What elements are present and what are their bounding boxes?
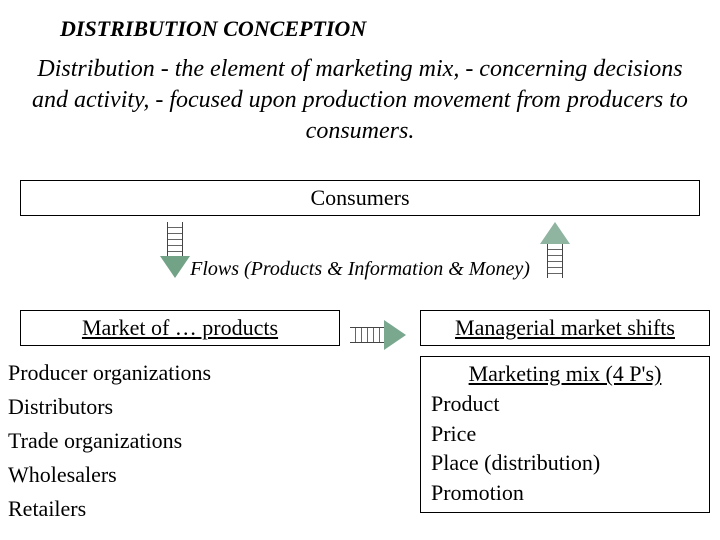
left-list: Producer organizations Distributors Trad… bbox=[8, 356, 211, 526]
left-heading-box: Market of … products bbox=[20, 310, 340, 346]
list-item: Price bbox=[431, 419, 699, 449]
right-sub-title: Marketing mix (4 P's) bbox=[431, 361, 699, 387]
list-item: Place (distribution) bbox=[431, 448, 699, 478]
definition-text: Distribution - the element of marketing … bbox=[20, 54, 700, 148]
page-title: DISTRIBUTION CONCEPTION bbox=[60, 16, 366, 42]
right-heading-box: Managerial market shifts bbox=[420, 310, 710, 346]
flows-label: Flows (Products & Information & Money) bbox=[0, 258, 720, 281]
consumers-box: Consumers bbox=[20, 180, 700, 216]
arrow-right-icon bbox=[350, 320, 406, 350]
list-item: Retailers bbox=[8, 492, 211, 526]
list-item: Distributors bbox=[8, 390, 211, 424]
right-sub-box: Marketing mix (4 P's) Product Price Plac… bbox=[420, 356, 710, 513]
list-item: Promotion bbox=[431, 478, 699, 508]
list-item: Wholesalers bbox=[8, 458, 211, 492]
list-item: Trade organizations bbox=[8, 424, 211, 458]
list-item: Producer organizations bbox=[8, 356, 211, 390]
right-list: Product Price Place (distribution) Promo… bbox=[431, 389, 699, 508]
list-item: Product bbox=[431, 389, 699, 419]
